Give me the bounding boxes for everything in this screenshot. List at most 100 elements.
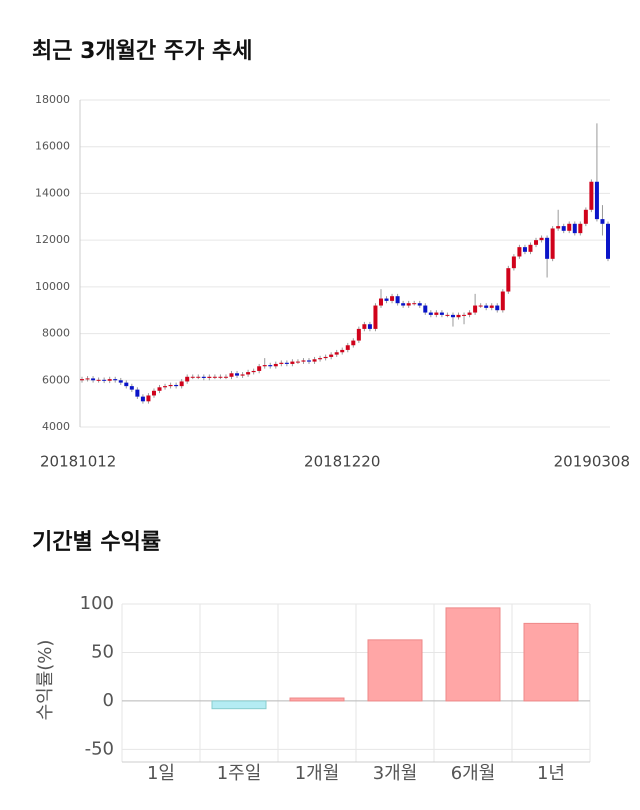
candle-body xyxy=(572,223,577,234)
y-tick-label: 16000 xyxy=(35,140,70,153)
candle-body xyxy=(484,305,489,308)
bar xyxy=(289,697,345,702)
candle-body xyxy=(223,376,228,378)
candle-body xyxy=(351,340,356,346)
y-tick-label: 18000 xyxy=(35,93,70,106)
bar xyxy=(445,607,501,702)
candle-body xyxy=(423,305,428,313)
candle-body xyxy=(539,237,544,241)
candle-body xyxy=(517,247,522,257)
y-tick-label: 4000 xyxy=(42,420,70,433)
candle-body xyxy=(246,372,251,375)
y-tick-label: 10000 xyxy=(35,280,70,293)
x-tick-label: 6개월 xyxy=(451,763,496,784)
bar xyxy=(211,700,267,710)
candle-body xyxy=(235,373,240,376)
candle-body xyxy=(295,361,300,363)
candle-body xyxy=(356,328,361,341)
candle-body xyxy=(417,303,422,306)
candle-body xyxy=(279,362,284,364)
x-tick-label: 3개월 xyxy=(373,763,418,784)
x-tick-label: 1일 xyxy=(147,763,175,784)
candle-body xyxy=(495,305,500,311)
candle-body xyxy=(118,380,123,383)
bar xyxy=(523,622,579,702)
candle-body xyxy=(578,223,583,234)
candle-body xyxy=(262,365,267,367)
candle-body xyxy=(284,362,289,364)
candle-body xyxy=(340,349,345,353)
candle-body xyxy=(567,223,572,231)
candle-body xyxy=(179,381,184,387)
candle-body xyxy=(439,312,444,315)
y-tick-label: -50 xyxy=(85,738,114,759)
candle-body xyxy=(135,389,140,397)
candle-body xyxy=(428,312,433,315)
candle-body xyxy=(329,354,334,357)
candle-body xyxy=(318,358,323,360)
candle-body xyxy=(378,298,383,306)
candle-body xyxy=(362,324,367,329)
candle-body xyxy=(102,379,107,381)
candle-body xyxy=(96,379,101,381)
candle-body xyxy=(196,376,201,378)
candle-body xyxy=(240,374,245,376)
y-tick-label: 8000 xyxy=(42,327,70,340)
candle-body xyxy=(129,386,134,390)
candle-body xyxy=(312,359,317,362)
candle-body xyxy=(395,296,400,304)
x-tick-label: 20190308 xyxy=(554,453,630,471)
candle-body xyxy=(406,303,411,306)
candle-body xyxy=(594,181,599,220)
candle-body xyxy=(151,390,156,396)
x-tick-label: 1개월 xyxy=(295,763,340,784)
candle-body xyxy=(290,361,295,364)
candle-body xyxy=(467,312,472,315)
candle-body xyxy=(561,226,566,231)
y-tick-label: 12000 xyxy=(35,233,70,246)
candle-body xyxy=(273,363,278,367)
candle-body xyxy=(345,345,350,350)
candle-body xyxy=(229,373,234,377)
candle-body xyxy=(462,314,467,316)
candle-body xyxy=(218,376,223,378)
candle-body xyxy=(367,324,372,329)
candle-body xyxy=(506,268,511,292)
candle-body xyxy=(257,366,262,371)
candle-body xyxy=(534,240,539,245)
candle-body xyxy=(146,395,151,402)
y-tick-label: 100 xyxy=(80,593,114,614)
candle-body xyxy=(500,291,505,311)
candle-body xyxy=(168,384,173,387)
y-axis-label: 수익률(%) xyxy=(35,640,56,721)
candle-body xyxy=(545,237,550,259)
candle-body xyxy=(434,312,439,315)
candle-body xyxy=(157,387,162,391)
candle-body xyxy=(606,223,610,259)
candle-body xyxy=(478,305,483,307)
candle-body xyxy=(174,384,179,387)
candle-body xyxy=(212,376,217,378)
candle-body xyxy=(450,314,455,318)
candle-body xyxy=(589,181,594,210)
x-tick-label: 1주일 xyxy=(217,763,262,784)
candle-body xyxy=(91,378,96,381)
candle-body xyxy=(334,352,339,355)
chart-title: 최근 3개월간 주가 추세 xyxy=(32,39,252,64)
candle-body xyxy=(528,244,533,252)
candle-body xyxy=(401,303,406,306)
candle-body xyxy=(323,356,328,359)
candle-body xyxy=(113,379,118,381)
candle-body xyxy=(445,314,450,316)
candle-body xyxy=(201,376,206,378)
bar xyxy=(367,639,423,702)
y-tick-label: 14000 xyxy=(35,186,70,199)
x-tick-label: 20181220 xyxy=(304,453,380,471)
y-tick-label: 6000 xyxy=(42,373,70,386)
candle-body xyxy=(140,396,145,402)
candle-body xyxy=(390,296,395,301)
candle-body xyxy=(124,382,129,387)
candle-body xyxy=(80,379,84,381)
y-tick-label: 0 xyxy=(103,690,114,711)
